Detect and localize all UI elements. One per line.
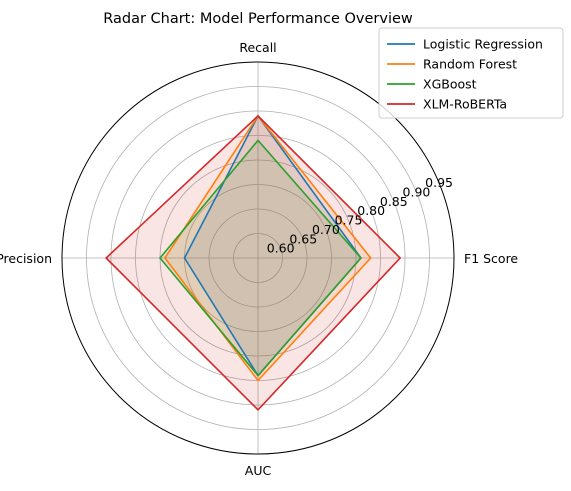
radar-grid (61, 61, 455, 455)
r-tick-label-2: 0.70 (312, 222, 340, 237)
r-tick-label-3: 0.75 (335, 213, 363, 228)
r-tick-label-0: 0.60 (267, 241, 295, 256)
legend-box (378, 27, 564, 119)
radial-tick-labels: 0.600.650.700.750.800.850.900.95 (267, 175, 453, 256)
axis-label-3: AUC (245, 463, 272, 478)
axis-label-1: Recall (239, 40, 276, 55)
r-tick-label-1: 0.65 (289, 231, 317, 246)
legend-label-2: XGBoost (423, 77, 477, 92)
legend-label-1: Random Forest (423, 57, 517, 72)
axis-label-0: F1 Score (464, 251, 518, 266)
axis-labels: F1 Score Recall Precision AUC (0, 40, 518, 478)
series-line-1 (163, 114, 372, 382)
series-fill-0 (184, 115, 361, 376)
r-tick-label-4: 0.80 (357, 203, 385, 218)
r-tick-label-7: 0.95 (425, 175, 453, 190)
chart-title: Radar Chart: Model Performance Overview (103, 11, 413, 27)
series-line-2 (158, 139, 362, 377)
r-tick-label-5: 0.85 (380, 194, 408, 209)
legend-label-0: Logistic Regression (423, 37, 543, 52)
series-fill-1 (164, 115, 371, 381)
series-line-3 (104, 114, 402, 412)
legend: Logistic Regression Random Forest XGBoost X… (378, 27, 564, 119)
r-tick-label-6: 0.90 (403, 184, 431, 199)
polar-frame (61, 61, 455, 455)
legend-label-3: XLM-RoBERTa (423, 97, 507, 112)
axis-label-2: Precision (0, 251, 52, 266)
series-lines (104, 114, 402, 412)
